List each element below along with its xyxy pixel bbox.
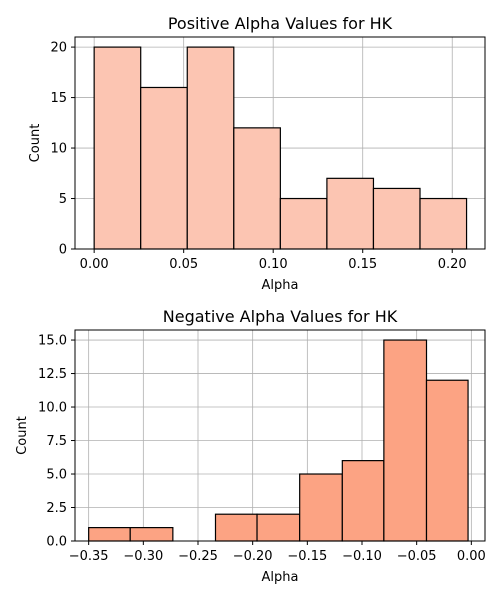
- x-tick-label: 0.05: [169, 257, 198, 272]
- x-tick-label: −0.30: [123, 549, 163, 564]
- x-tick-label: −0.10: [342, 549, 382, 564]
- ticks: −0.35 −0.30 −0.25 −0.20 −0.15 −0.10 −0.05 0.00 0…: [38, 334, 486, 564]
- y-axis-label: Count: [28, 124, 43, 163]
- x-tick-label: −0.05: [397, 549, 437, 564]
- x-tick-label: 0.15: [348, 257, 377, 272]
- histogram-bar: [93, 46, 142, 250]
- x-tick-label: 0.20: [438, 257, 467, 272]
- plot-frame: [74, 329, 486, 542]
- histogram-bar: [88, 527, 131, 542]
- histogram-bar: [419, 197, 468, 250]
- y-tick-label: 0.0: [46, 535, 67, 550]
- y-tick-label: 2.5: [46, 501, 67, 516]
- y-tick-label: 0: [59, 243, 67, 258]
- histogram-bar: [279, 197, 328, 250]
- x-tick-label: 0.00: [457, 549, 486, 564]
- y-tick-label: 10.0: [38, 401, 67, 416]
- y-tick-label: 12.5: [38, 367, 67, 382]
- histogram-bar: [425, 379, 469, 542]
- chart-title: Positive Alpha Values for HK: [168, 14, 393, 33]
- bars: [88, 339, 469, 542]
- positive-alpha-chart: 0.00 0.05 0.10 0.15 0.20 0 5 10 15 20 Positive Al…: [28, 14, 486, 293]
- x-tick-label: −0.35: [69, 549, 109, 564]
- x-axis-label: Alpha: [262, 570, 299, 585]
- x-tick-label: 0.10: [259, 257, 288, 272]
- x-axis-label: Alpha: [262, 278, 299, 293]
- histogram-bar: [186, 46, 235, 250]
- x-tick-label: 0.00: [80, 257, 109, 272]
- histogram-bar: [326, 177, 375, 250]
- histogram-bar: [233, 127, 281, 250]
- histogram-bar: [383, 339, 428, 542]
- histogram-bar: [129, 527, 174, 542]
- histogram-bar: [299, 473, 343, 542]
- x-tick-label: −0.20: [233, 549, 273, 564]
- negative-alpha-chart: −0.35 −0.30 −0.25 −0.20 −0.15 −0.10 −0.05 0.00 0…: [15, 307, 486, 585]
- y-tick-label: 15.0: [38, 334, 67, 349]
- y-axis-label: Count: [15, 416, 30, 455]
- y-tick-label: 5.0: [46, 468, 67, 483]
- y-tick-label: 15: [50, 91, 67, 106]
- x-tick-label: −0.15: [287, 549, 327, 564]
- histogram-bar: [372, 187, 421, 250]
- histogram-bar: [341, 460, 385, 542]
- x-tick-label: −0.25: [178, 549, 218, 564]
- y-tick-label: 5: [59, 192, 67, 207]
- histogram-bar: [256, 513, 301, 542]
- y-tick-label: 10: [50, 142, 67, 157]
- chart-title: Negative Alpha Values for HK: [163, 307, 398, 326]
- ticks: 0.00 0.05 0.10 0.15 0.20 0 5 10 15 20: [50, 41, 466, 272]
- histogram-bar: [214, 513, 258, 542]
- y-tick-label: 7.5: [46, 434, 67, 449]
- y-tick-label: 20: [50, 41, 67, 56]
- plot-frame: [74, 36, 486, 250]
- histogram-bar: [140, 86, 188, 250]
